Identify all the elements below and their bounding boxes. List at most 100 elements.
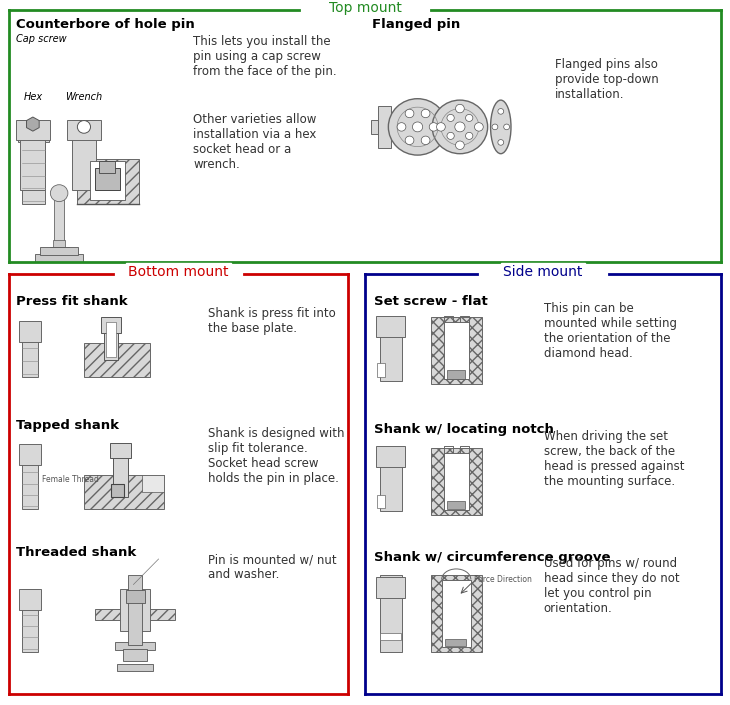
Circle shape — [432, 100, 488, 154]
Text: Cap screw: Cap screw — [16, 34, 66, 44]
Bar — [35, 254, 83, 262]
Text: Bottom mount: Bottom mount — [128, 265, 228, 279]
Text: Flanged pins also
provide top-down
installation.: Flanged pins also provide top-down insta… — [555, 58, 658, 101]
Bar — [371, 120, 378, 134]
Circle shape — [421, 109, 430, 118]
Bar — [77, 159, 139, 204]
Bar — [376, 577, 405, 598]
Text: Top mount: Top mount — [328, 1, 402, 16]
Circle shape — [498, 140, 504, 145]
Bar — [84, 343, 150, 377]
Bar — [22, 589, 38, 652]
Text: Set screw - flat: Set screw - flat — [374, 295, 488, 307]
Bar — [380, 575, 402, 652]
Bar — [18, 120, 49, 142]
Circle shape — [492, 124, 498, 130]
Bar — [431, 575, 482, 652]
Bar — [19, 589, 41, 610]
Bar — [126, 590, 145, 603]
Polygon shape — [26, 117, 39, 131]
Bar — [447, 501, 465, 509]
Bar — [377, 495, 385, 508]
Circle shape — [429, 123, 438, 131]
Bar — [111, 484, 124, 497]
Text: Other varieties allow
installation via a hex
socket head or a
wrench.: Other varieties allow installation via a… — [193, 113, 317, 171]
Bar — [22, 324, 38, 377]
Bar — [20, 120, 45, 190]
Bar — [431, 448, 482, 515]
Circle shape — [466, 114, 473, 121]
Bar — [19, 321, 41, 342]
Bar — [95, 168, 120, 190]
Text: Hex: Hex — [23, 92, 42, 102]
Circle shape — [405, 136, 414, 145]
Bar — [104, 317, 118, 360]
Bar — [53, 240, 65, 247]
Bar — [19, 444, 41, 465]
Circle shape — [388, 99, 447, 155]
Bar — [99, 161, 115, 173]
Text: Pin is mounted w/ nut
and washer.: Pin is mounted w/ nut and washer. — [208, 553, 337, 582]
Bar — [120, 589, 150, 631]
Bar — [117, 664, 153, 671]
Bar — [54, 197, 64, 250]
Bar — [110, 443, 131, 458]
Bar — [84, 475, 164, 509]
Circle shape — [447, 114, 454, 121]
Bar — [128, 575, 142, 645]
Bar — [431, 317, 482, 384]
Bar — [95, 609, 175, 620]
Bar — [447, 370, 465, 379]
Circle shape — [77, 121, 91, 133]
Bar — [377, 363, 385, 377]
Text: Force Direction: Force Direction — [474, 575, 532, 584]
Circle shape — [421, 136, 430, 145]
Bar — [142, 475, 164, 492]
Circle shape — [405, 109, 414, 118]
Text: Shank is designed with
slip fit tolerance.
Socket head screw
holds the pin in pl: Shank is designed with slip fit toleranc… — [208, 427, 345, 484]
Text: Shank is press fit into
the base plate.: Shank is press fit into the base plate. — [208, 307, 336, 335]
Bar — [376, 446, 405, 467]
Text: This lets you install the
pin using a cap screw
from the face of the pin.: This lets you install the pin using a ca… — [193, 35, 337, 78]
Text: Used for pins w/ round
head since they do not
let you control pin
orientation.: Used for pins w/ round head since they d… — [544, 557, 680, 615]
Text: Wrench: Wrench — [66, 92, 102, 102]
Text: Tapped shank: Tapped shank — [16, 419, 119, 432]
Bar — [444, 453, 469, 510]
Circle shape — [455, 122, 465, 132]
Bar — [50, 247, 69, 257]
Bar — [106, 322, 116, 357]
Bar — [380, 317, 402, 381]
Text: Counterbore of hole pin: Counterbore of hole pin — [16, 18, 195, 30]
Bar — [22, 120, 45, 204]
Circle shape — [498, 109, 504, 114]
Circle shape — [437, 123, 445, 131]
Bar — [113, 444, 128, 497]
Text: Side mount: Side mount — [504, 265, 583, 279]
Circle shape — [456, 104, 464, 113]
Bar — [16, 120, 50, 140]
Text: Shank w/ circumference groove: Shank w/ circumference groove — [374, 551, 610, 564]
Circle shape — [456, 141, 464, 149]
Bar — [445, 639, 466, 646]
Text: When driving the set
screw, the back of the
head is pressed against
the mounting: When driving the set screw, the back of … — [544, 430, 684, 488]
Bar — [444, 322, 469, 379]
Bar — [67, 120, 101, 140]
Bar — [442, 580, 471, 647]
Text: This pin can be
mounted while setting
the orientation of the
diamond head.: This pin can be mounted while setting th… — [544, 302, 677, 360]
Circle shape — [466, 133, 473, 140]
Circle shape — [474, 123, 483, 131]
Bar — [380, 448, 402, 511]
Bar — [40, 247, 78, 255]
Bar — [9, 10, 721, 262]
Circle shape — [50, 185, 68, 202]
Text: Shank w/ locating notch: Shank w/ locating notch — [374, 423, 553, 436]
Bar — [376, 316, 405, 337]
Bar — [101, 317, 121, 333]
Bar — [22, 446, 38, 509]
Circle shape — [397, 123, 406, 131]
Bar — [380, 633, 401, 640]
Text: Threaded shank: Threaded shank — [16, 546, 137, 559]
Bar — [9, 274, 348, 694]
Bar — [90, 161, 125, 200]
Bar — [115, 642, 155, 650]
